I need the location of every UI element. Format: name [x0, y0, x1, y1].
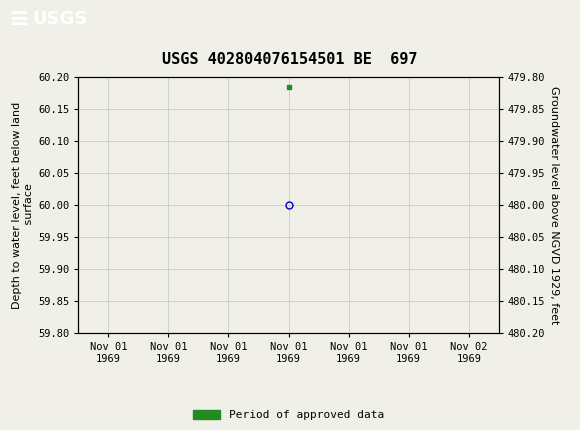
Text: ≡: ≡: [9, 7, 30, 31]
Y-axis label: Groundwater level above NGVD 1929, feet: Groundwater level above NGVD 1929, feet: [549, 86, 560, 325]
Text: USGS 402804076154501 BE  697: USGS 402804076154501 BE 697: [162, 52, 418, 67]
Text: USGS: USGS: [32, 10, 87, 28]
Y-axis label: Depth to water level, feet below land
 surface: Depth to water level, feet below land su…: [12, 102, 34, 309]
Legend: Period of approved data: Period of approved data: [188, 406, 389, 425]
